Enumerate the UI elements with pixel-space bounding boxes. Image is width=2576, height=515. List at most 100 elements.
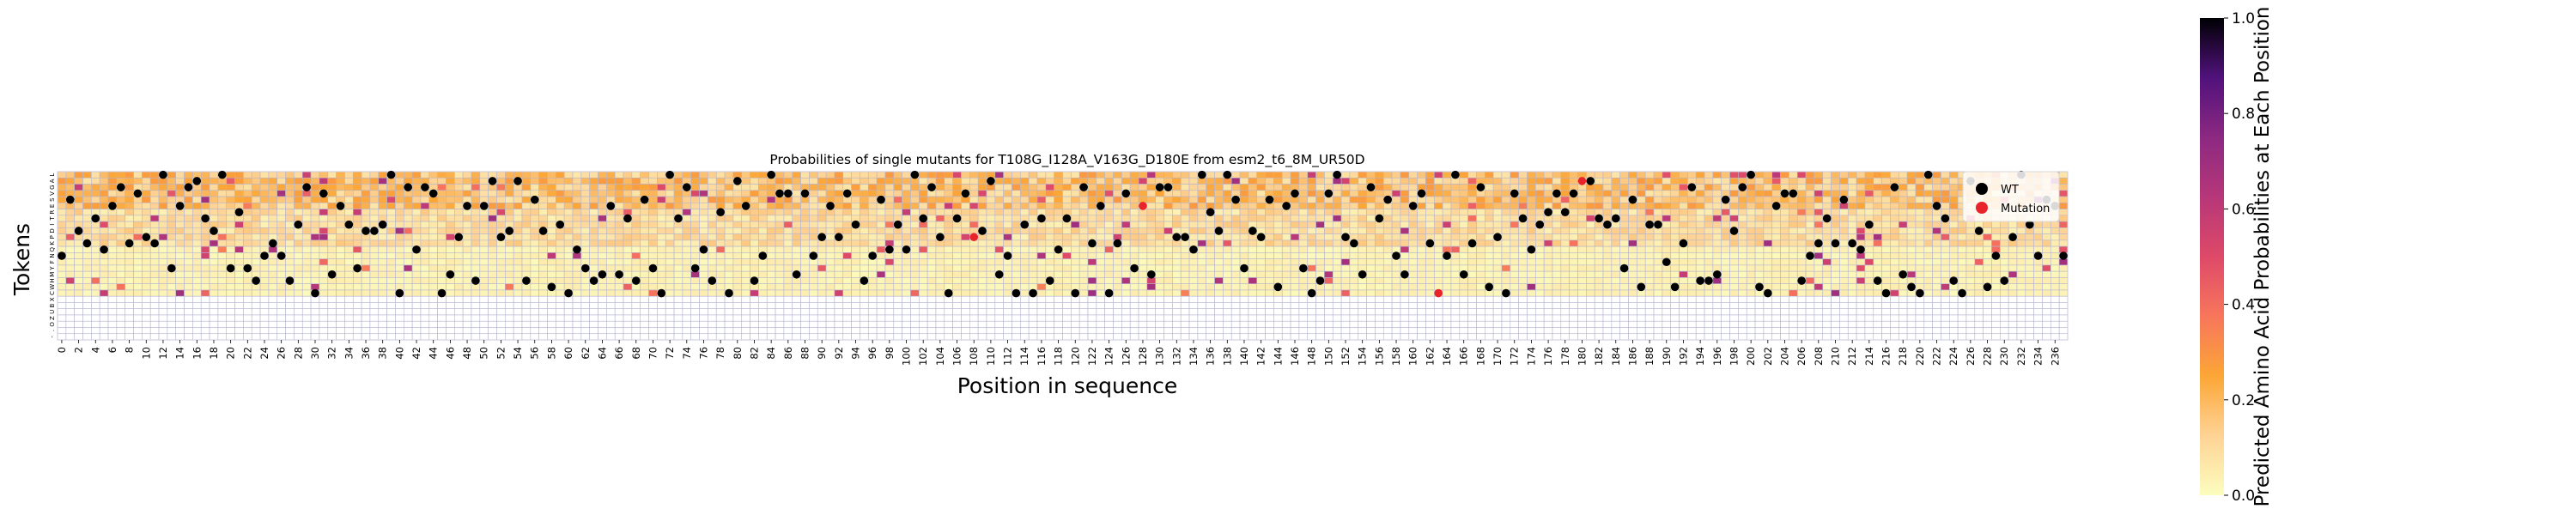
heatmap-cell: [226, 333, 235, 341]
heatmap-cell: [758, 190, 768, 197]
heatmap-cell: [1054, 314, 1063, 322]
heatmap-cell: [462, 289, 472, 297]
heatmap-cell: [893, 239, 902, 247]
heatmap-cell: [1265, 177, 1274, 185]
heatmap-cell: [1045, 184, 1054, 191]
heatmap-cell: [842, 209, 852, 216]
heatmap-cell: [1577, 221, 1587, 228]
heatmap-cell: [57, 302, 67, 310]
heatmap-cell: [842, 277, 852, 284]
heatmap-cell: [631, 327, 641, 335]
heatmap-cell: [766, 190, 776, 197]
heatmap-cell: [1366, 295, 1376, 303]
heatmap-cell: [488, 215, 497, 222]
heatmap-cell: [1450, 333, 1461, 341]
heatmap-cell: [665, 295, 675, 303]
heatmap-cell: [428, 221, 438, 228]
heatmap-cell: [234, 327, 244, 335]
heatmap-cell: [1020, 177, 1030, 185]
heatmap-cell: [952, 233, 962, 241]
heatmap-cell: [1433, 239, 1443, 247]
heatmap-cell: [1155, 314, 1164, 322]
heatmap-cell: [378, 245, 387, 253]
heatmap-cell: [1206, 289, 1215, 297]
heatmap-cell: [352, 295, 362, 303]
heatmap-cell: [640, 221, 649, 228]
heatmap-cell: [910, 184, 920, 191]
heatmap-cell: [842, 177, 852, 185]
heatmap-cell: [1129, 327, 1139, 335]
heatmap-cell: [276, 295, 286, 303]
heatmap-cell: [1248, 277, 1258, 284]
heatmap-cell: [851, 203, 860, 209]
heatmap-cell: [927, 203, 937, 209]
heatmap-cell: [259, 177, 270, 185]
heatmap-cell: [1315, 245, 1325, 253]
heatmap-cell: [935, 184, 945, 191]
heatmap-cell: [927, 327, 937, 335]
heatmap-cell: [1560, 258, 1570, 266]
heatmap-cell: [834, 252, 844, 259]
heatmap-cell: [1543, 239, 1553, 247]
heatmap-cell: [1349, 215, 1359, 222]
heatmap-cell: [1442, 302, 1452, 310]
heatmap-cell: [251, 209, 261, 216]
heatmap-cell: [1543, 196, 1553, 203]
heatmap-cell: [184, 203, 193, 209]
heatmap-cell: [1223, 215, 1232, 222]
heatmap-cell: [1552, 233, 1562, 241]
heatmap-cell: [935, 333, 945, 341]
heatmap-cell: [860, 215, 869, 222]
heatmap-cell: [792, 190, 801, 197]
heatmap-cell: [766, 289, 776, 297]
heatmap-cell: [994, 302, 1004, 310]
heatmap-cell: [1349, 295, 1359, 303]
heatmap-cell: [446, 171, 455, 179]
heatmap-cell: [488, 302, 497, 310]
heatmap-cell: [580, 239, 590, 247]
heatmap-cell: [1078, 245, 1089, 253]
heatmap-cell: [1239, 196, 1249, 203]
heatmap-cell: [1121, 264, 1131, 272]
heatmap-cell: [1188, 302, 1199, 310]
heatmap-cell: [1442, 320, 1452, 328]
heatmap-cell: [648, 245, 658, 253]
heatmap-cell: [428, 295, 438, 303]
heatmap-cell: [1543, 289, 1553, 297]
heatmap-cell: [395, 277, 404, 284]
heatmap-cell: [243, 333, 252, 341]
heatmap-cell: [944, 233, 953, 241]
heatmap-cell: [572, 258, 582, 266]
heatmap-cell: [1273, 171, 1283, 179]
heatmap-cell: [1248, 314, 1258, 322]
heatmap-cell: [352, 283, 362, 291]
heatmap-cell: [446, 245, 455, 253]
heatmap-cell: [1062, 308, 1072, 316]
heatmap-cell: [301, 245, 312, 253]
heatmap-cell: [665, 289, 675, 297]
heatmap-cell: [226, 196, 235, 203]
heatmap-cell: [411, 314, 422, 322]
heatmap-cell: [758, 227, 768, 234]
heatmap-cell: [1248, 190, 1258, 197]
heatmap-cell: [817, 245, 827, 253]
heatmap-cell: [673, 289, 683, 297]
heatmap-cell: [538, 239, 548, 247]
heatmap-cell: [1248, 320, 1258, 328]
heatmap-cell: [1197, 190, 1207, 197]
heatmap-cell: [1459, 203, 1468, 209]
heatmap-cell: [82, 196, 92, 203]
heatmap-cell: [1535, 233, 1545, 241]
heatmap-cell: [1417, 320, 1426, 328]
heatmap-cell: [446, 203, 455, 209]
heatmap-cell: [276, 209, 286, 216]
heatmap-cell: [352, 171, 362, 179]
heatmap-cell: [403, 264, 413, 272]
heatmap-cell: [1113, 270, 1122, 278]
heatmap-cell: [657, 245, 666, 253]
heatmap-cell: [462, 233, 472, 241]
heatmap-cell: [521, 190, 532, 197]
heatmap-cell: [1586, 314, 1595, 322]
heatmap-cell: [1450, 221, 1461, 228]
heatmap-cell: [1256, 209, 1266, 216]
